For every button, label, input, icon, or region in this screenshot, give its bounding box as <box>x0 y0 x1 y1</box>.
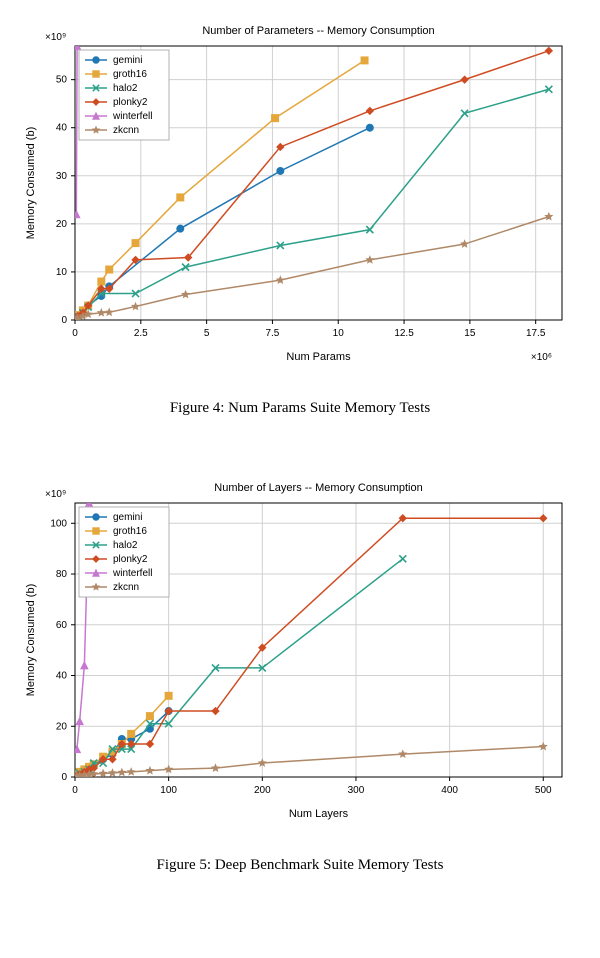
figure-fig4: 0 2.5 5 7.5 10 12.5 15 17.5 0 10 20 30 40 50 Number of… <box>20 20 580 417</box>
svg-text:gemini: gemini <box>113 512 142 523</box>
svg-text:0: 0 <box>72 785 78 796</box>
svg-text:100: 100 <box>160 785 177 796</box>
svg-text:Num Layers: Num Layers <box>289 808 349 820</box>
chart: 0 100 200 300 400 500 0 20 40 60 80 100 Number of La… <box>20 477 580 827</box>
svg-text:200: 200 <box>254 785 271 796</box>
svg-text:Memory Consumed (b): Memory Consumed (b) <box>25 127 37 239</box>
svg-text:zkcnn: zkcnn <box>113 125 139 136</box>
svg-text:Number of Parameters -- Memory: Number of Parameters -- Memory Consumpti… <box>202 25 434 37</box>
figure-caption: Figure 4: Num Params Suite Memory Tests <box>20 400 580 417</box>
svg-text:60: 60 <box>56 620 68 631</box>
svg-text:80: 80 <box>56 569 68 580</box>
svg-text:gemini: gemini <box>113 55 142 66</box>
chart: 0 2.5 5 7.5 10 12.5 15 17.5 0 10 20 30 40 50 Number of… <box>20 20 580 370</box>
svg-text:plonky2: plonky2 <box>113 97 148 108</box>
svg-text:×10⁹: ×10⁹ <box>45 32 66 43</box>
svg-text:5: 5 <box>204 328 210 339</box>
svg-text:Number of Layers -- Memory Con: Number of Layers -- Memory Consumption <box>214 482 422 494</box>
svg-text:10: 10 <box>333 328 345 339</box>
svg-text:plonky2: plonky2 <box>113 554 148 565</box>
svg-text:×10⁶: ×10⁶ <box>531 352 552 363</box>
svg-text:12.5: 12.5 <box>394 328 414 339</box>
svg-text:0: 0 <box>72 328 78 339</box>
svg-text:groth16: groth16 <box>113 526 147 537</box>
figure-caption: Figure 5: Deep Benchmark Suite Memory Te… <box>20 857 580 874</box>
svg-text:10: 10 <box>56 267 68 278</box>
svg-text:300: 300 <box>348 785 365 796</box>
svg-text:20: 20 <box>56 721 68 732</box>
svg-text:groth16: groth16 <box>113 69 147 80</box>
svg-text:500: 500 <box>535 785 552 796</box>
svg-text:20: 20 <box>56 219 68 230</box>
svg-text:Memory Consumed (b): Memory Consumed (b) <box>25 584 37 696</box>
svg-text:50: 50 <box>56 75 68 86</box>
svg-text:40: 40 <box>56 671 68 682</box>
svg-text:halo2: halo2 <box>113 83 138 94</box>
svg-text:0: 0 <box>61 772 67 783</box>
svg-text:×10⁹: ×10⁹ <box>45 489 66 500</box>
svg-text:400: 400 <box>441 785 458 796</box>
svg-text:17.5: 17.5 <box>526 328 546 339</box>
legend: gemini groth16 halo2 plonky2 winterfell zkcnn <box>79 507 169 597</box>
svg-text:100: 100 <box>50 518 67 529</box>
svg-text:40: 40 <box>56 123 68 134</box>
figure-fig5: 0 100 200 300 400 500 0 20 40 60 80 100 Number of La… <box>20 477 580 874</box>
legend: gemini groth16 halo2 plonky2 winterfell zkcnn <box>79 50 169 140</box>
svg-text:2.5: 2.5 <box>134 328 148 339</box>
svg-text:zkcnn: zkcnn <box>113 582 139 593</box>
svg-text:winterfell: winterfell <box>112 111 152 122</box>
svg-text:winterfell: winterfell <box>112 568 152 579</box>
svg-text:Num Params: Num Params <box>286 351 351 363</box>
svg-text:7.5: 7.5 <box>265 328 279 339</box>
svg-text:30: 30 <box>56 171 68 182</box>
svg-text:halo2: halo2 <box>113 540 138 551</box>
svg-text:0: 0 <box>61 315 67 326</box>
svg-text:15: 15 <box>464 328 476 339</box>
